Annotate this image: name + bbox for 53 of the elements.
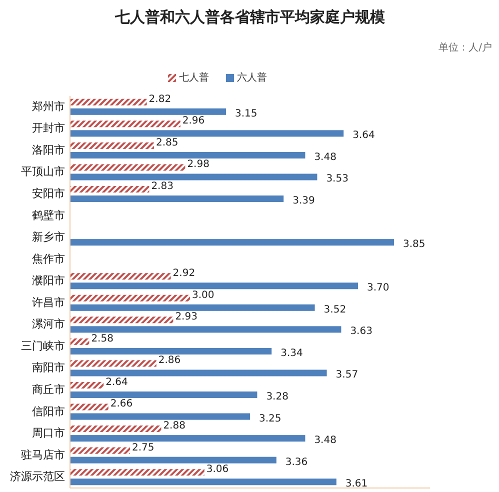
data-label: 2.82 xyxy=(148,94,172,105)
data-label: 2.92 xyxy=(172,268,196,280)
data-label: 2.75 xyxy=(132,442,154,454)
data-label: 3.39 xyxy=(292,196,315,206)
y-tick-label: 济源示范区 xyxy=(10,470,65,484)
data-label: 2.86 xyxy=(158,355,181,366)
y-tick-label: 焦作市 xyxy=(32,252,65,266)
y-tick-label: 周口市 xyxy=(32,426,65,440)
data-label: 2.93 xyxy=(175,312,198,323)
chart-title: 七人普和六人普各省辖市平均家庭户规模 xyxy=(114,8,386,26)
data-label: 3.63 xyxy=(350,326,372,338)
y-tick-label: 新乡市 xyxy=(32,230,65,244)
data-label: 3.52 xyxy=(324,304,346,316)
data-label: 3.28 xyxy=(266,392,288,402)
y-tick-label: 开封市 xyxy=(32,122,65,135)
data-label: 2.64 xyxy=(106,376,128,388)
data-label: 2.96 xyxy=(182,116,205,127)
data-label: 3.36 xyxy=(285,456,308,468)
data-label: 3.85 xyxy=(403,239,426,250)
text: 单位：人/户 xyxy=(438,42,492,54)
y-tick-label: 漯河市 xyxy=(32,318,65,331)
data-label: 3.61 xyxy=(345,478,368,490)
y-tick-label: 三门峡市 xyxy=(21,339,65,352)
y-tick-label: 信阳市 xyxy=(32,404,65,418)
y-tick-label: 平顶山市 xyxy=(21,165,65,178)
data-label: 3.48 xyxy=(314,435,336,446)
data-label: 2.66 xyxy=(110,398,133,410)
y-tick-label: 鹤壁市 xyxy=(32,208,65,222)
y-tick-label: 商丘市 xyxy=(32,383,65,396)
data-label: 3.64 xyxy=(352,130,375,142)
legend-label: 七人普 xyxy=(179,72,209,84)
y-tick-label: 濮阳市 xyxy=(32,274,65,288)
data-label: 2.83 xyxy=(151,180,174,192)
data-label: 2.85 xyxy=(156,137,178,148)
y-tick-label: 驻马店市 xyxy=(21,448,65,462)
y-tick-label: 南阳市 xyxy=(32,361,65,374)
data-label: 3.06 xyxy=(206,464,229,476)
y-tick-label: 郑州市 xyxy=(32,100,65,113)
y-tick-label: 许昌市 xyxy=(32,296,65,309)
data-label: 3.00 xyxy=(192,290,214,301)
data-label: 3.15 xyxy=(235,108,258,120)
legend-label: 六人普 xyxy=(237,72,267,84)
data-label: 3.34 xyxy=(280,348,303,359)
data-label: 3.53 xyxy=(326,174,348,185)
data-label: 3.25 xyxy=(259,413,282,424)
data-label: 3.70 xyxy=(367,282,390,294)
data-label: 2.98 xyxy=(187,159,210,170)
y-tick-label: 安阳市 xyxy=(32,187,65,200)
data-label: 3.57 xyxy=(336,370,358,381)
data-label: 2.88 xyxy=(163,420,186,432)
y-tick-label: 洛阳市 xyxy=(32,143,65,156)
data-label: 2.58 xyxy=(91,333,114,344)
data-label: 3.48 xyxy=(314,152,336,163)
